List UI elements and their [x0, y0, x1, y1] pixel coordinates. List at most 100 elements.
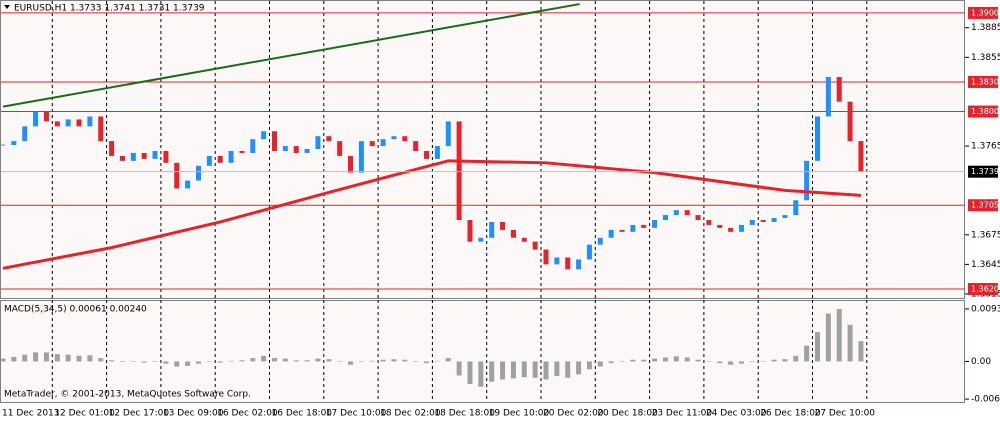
macd-bar: [22, 354, 28, 362]
x-tick-label: 23 Dec 11:00: [652, 409, 713, 419]
macd-bar: [695, 359, 701, 362]
candle: [652, 220, 658, 228]
candle: [119, 155, 125, 161]
macd-bar: [109, 360, 115, 362]
candle: [847, 101, 853, 142]
candle: [304, 149, 310, 153]
macd-bar: [836, 309, 842, 362]
macd-bar: [11, 356, 17, 362]
candle: [380, 139, 386, 147]
macd-bar: [152, 361, 158, 362]
candle: [348, 155, 354, 173]
candle: [456, 121, 462, 221]
y-tick-label: 1.3885: [971, 23, 1000, 33]
candle: [619, 229, 625, 232]
candle: [467, 220, 473, 242]
macd-bar: [369, 360, 375, 362]
y-tick-label: 1.3645: [971, 260, 1000, 270]
macd-bar: [467, 361, 473, 384]
macd-bar: [228, 360, 234, 362]
candle: [695, 215, 701, 221]
macd-bar: [163, 361, 169, 364]
candle: [54, 121, 60, 127]
candle: [728, 227, 734, 232]
macd-bar: [358, 361, 364, 362]
x-tick-label: 12 Dec 01:00: [54, 409, 115, 419]
candle: [597, 237, 603, 245]
moving-average: [2, 159, 862, 270]
candle: [65, 119, 71, 127]
y-tick-label: 0.00: [971, 357, 991, 367]
macd-bar: [261, 355, 267, 362]
macd-bar: [521, 361, 527, 378]
macd-bar: [749, 361, 755, 362]
candle: [782, 215, 788, 219]
level-label: 1.3620: [971, 285, 999, 294]
macd-bar: [141, 361, 147, 363]
macd-bar: [326, 359, 332, 362]
x-tick-label: 24 Dec 03:00: [706, 409, 767, 419]
candle: [717, 224, 723, 228]
price-tag: [968, 165, 998, 178]
x-tick-label: 18 Dec 02:00: [380, 409, 441, 419]
macd-bar: [282, 358, 288, 362]
macd-bar: [43, 352, 49, 362]
macd-bar: [206, 361, 212, 362]
macd-bar: [0, 358, 6, 362]
candle: [510, 229, 516, 238]
x-tick-label: 27 Dec 10:00: [815, 409, 876, 419]
candle: [836, 77, 842, 102]
macd-bar: [586, 361, 592, 370]
macd-bar: [250, 358, 256, 362]
macd-bar: [608, 361, 614, 364]
candle: [402, 136, 408, 142]
x-tick-label: 12 Dec 17:00: [109, 409, 170, 419]
candle: [673, 210, 679, 216]
candle: [771, 218, 777, 222]
candle: [749, 220, 755, 225]
candle: [662, 215, 668, 221]
candle: [141, 152, 147, 159]
macd-bar: [847, 324, 853, 362]
macd-bar: [380, 359, 386, 362]
macd-bar: [456, 361, 462, 376]
candle: [478, 237, 484, 242]
macd-bar: [825, 313, 831, 362]
macd-bar: [174, 361, 180, 367]
candle: [608, 229, 614, 238]
candle: [174, 162, 180, 189]
macd-bar: [217, 361, 223, 363]
macd-bar: [489, 361, 495, 382]
x-tick-label: 13 Dec 09:00: [163, 409, 224, 419]
x-tick-label: 16 Dec 02:00: [217, 409, 278, 419]
candle: [217, 155, 223, 163]
candle: [152, 150, 158, 159]
y-tick-label: -0.00668: [971, 395, 1000, 405]
candle: [738, 224, 744, 232]
macd-bar: [445, 358, 451, 362]
macd-bar: [652, 358, 658, 362]
macd-bar: [33, 352, 39, 362]
dropdown-icon[interactable]: [4, 5, 10, 9]
macd-bar: [706, 361, 712, 362]
y-tick-label: 1.3855: [971, 53, 1000, 63]
level-label: 1.3705: [971, 201, 999, 210]
macd-bar: [771, 359, 777, 362]
candle: [250, 139, 256, 153]
candle: [424, 150, 430, 159]
candle: [22, 126, 28, 142]
candle: [282, 146, 288, 151]
candle: [489, 221, 495, 238]
x-tick-label: 26 Dec 18:00: [760, 409, 821, 419]
macd-bar: [413, 361, 419, 362]
x-tick-label: 17 Dec 10:00: [326, 409, 387, 419]
macd-bar: [337, 361, 343, 362]
candle: [586, 244, 592, 260]
macd-bar: [858, 341, 864, 362]
macd-bar: [760, 361, 766, 362]
y-tick-label: 0.00931: [971, 304, 1000, 314]
macd-bar: [272, 358, 277, 362]
x-tick-label: 11 Dec 2013: [2, 409, 60, 419]
